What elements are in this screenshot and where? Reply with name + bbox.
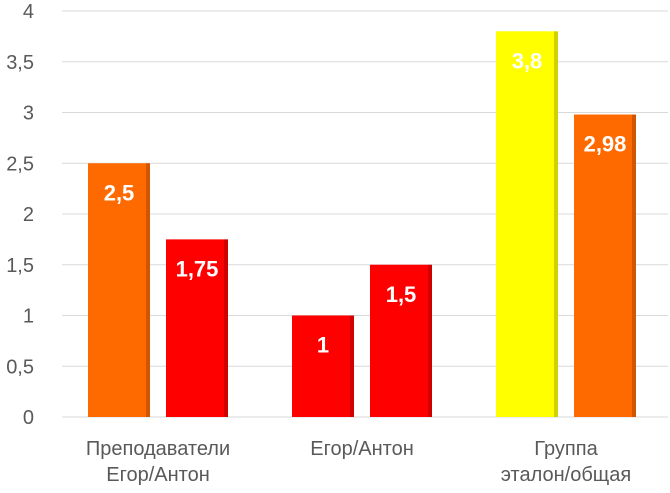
y-tick-label: 3 xyxy=(23,103,34,125)
data-label: 1,75 xyxy=(176,256,219,281)
y-axis-tick-labels: 0 0,5 1 1,5 2 2,5 3 3,5 4 xyxy=(6,1,34,429)
gridlines xyxy=(62,10,668,418)
y-tick-label: 0 xyxy=(23,407,34,429)
data-label: 2,98 xyxy=(584,132,627,157)
data-label: 2,5 xyxy=(104,180,135,205)
data-label: 1 xyxy=(317,333,329,358)
y-tick-label: 3,5 xyxy=(6,52,34,74)
x-category-label: эталон/общая xyxy=(501,464,631,486)
x-axis-category-labels: Преподаватели Егор/Антон Егор/Антон Группа э… xyxy=(86,438,631,486)
y-tick-label: 2 xyxy=(23,204,34,226)
bars: 2,5 1,75 1 1,5 3,8 2,98 xyxy=(88,31,636,418)
x-category-label: Группа xyxy=(534,438,598,460)
y-tick-label: 1 xyxy=(23,306,34,328)
y-tick-label: 2,5 xyxy=(6,153,34,175)
data-label: 3,8 xyxy=(512,48,543,73)
x-category-label: Егор/Антон xyxy=(310,438,414,460)
bar xyxy=(166,239,228,417)
y-tick-label: 1,5 xyxy=(6,255,34,277)
bar xyxy=(88,163,150,417)
bar-shade xyxy=(350,315,354,417)
bar-shade xyxy=(224,239,228,417)
bar-shade xyxy=(554,31,558,418)
y-tick-label: 4 xyxy=(23,1,34,23)
data-label: 1,5 xyxy=(386,282,417,307)
x-category-label: Преподаватели xyxy=(86,438,230,460)
bar-shade xyxy=(632,114,636,417)
bar xyxy=(370,264,432,417)
bar xyxy=(292,315,354,417)
y-tick-label: 0,5 xyxy=(6,356,34,378)
bar-shade xyxy=(146,163,150,417)
bar xyxy=(574,114,636,417)
bar-shade xyxy=(428,264,432,417)
x-category-label: Егор/Антон xyxy=(106,464,210,486)
bar xyxy=(496,31,558,418)
